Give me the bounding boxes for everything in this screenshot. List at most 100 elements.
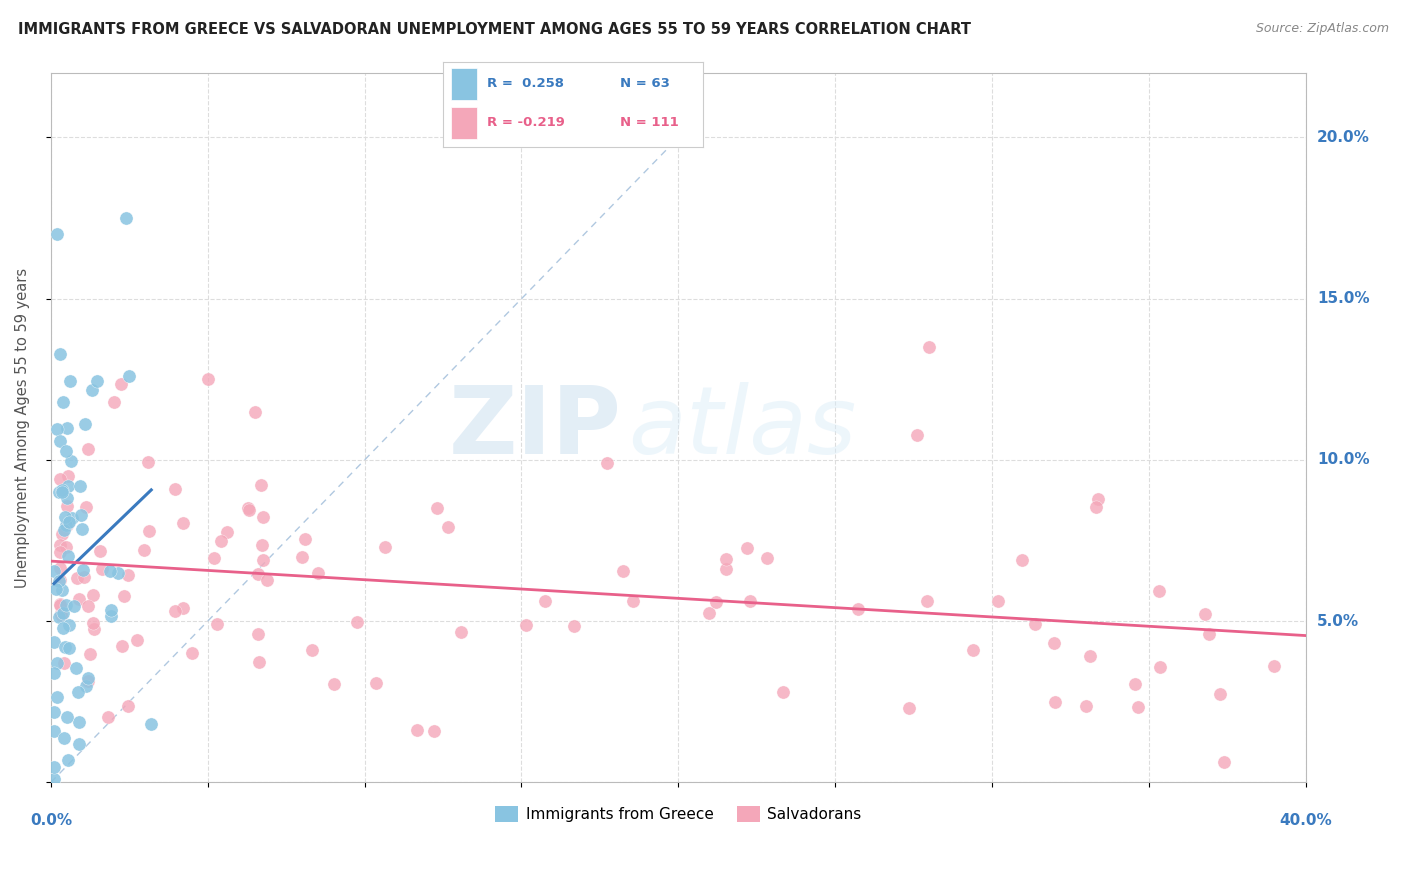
- Salvadorans: [1074, 699, 1097, 714]
- Salvadorans: [79, 647, 101, 661]
- Immigrants from Greece: [42, 772, 65, 786]
- Salvadorans: [83, 622, 105, 636]
- Salvadorans: [252, 553, 274, 567]
- Salvadorans: [53, 656, 76, 670]
- Immigrants from Greece: [55, 518, 77, 533]
- Salvadorans: [181, 646, 204, 660]
- Immigrants from Greece: [53, 640, 76, 654]
- Salvadorans: [217, 525, 239, 540]
- Immigrants from Greece: [67, 737, 90, 751]
- Immigrants from Greece: [51, 622, 73, 636]
- Salvadorans: [163, 604, 186, 618]
- Immigrants from Greece: [58, 617, 80, 632]
- Immigrants from Greece: [70, 522, 93, 536]
- Salvadorans: [56, 469, 79, 483]
- Salvadorans: [436, 519, 458, 533]
- Salvadorans: [252, 538, 274, 552]
- Salvadorans: [236, 501, 259, 516]
- Salvadorans: [56, 518, 79, 533]
- Salvadorans: [756, 551, 779, 566]
- Immigrants from Greece: [45, 657, 67, 671]
- Text: atlas: atlas: [628, 382, 856, 473]
- Immigrants from Greece: [55, 420, 77, 434]
- Immigrants from Greece: [51, 483, 73, 497]
- Salvadorans: [301, 643, 323, 657]
- Salvadorans: [515, 618, 537, 632]
- Salvadorans: [205, 616, 228, 631]
- Salvadorans: [49, 574, 72, 588]
- Salvadorans: [1078, 648, 1101, 663]
- Immigrants from Greece: [55, 710, 77, 724]
- Salvadorans: [562, 619, 585, 633]
- Immigrants from Greece: [46, 227, 69, 242]
- Immigrants from Greece: [69, 508, 91, 523]
- Salvadorans: [252, 510, 274, 524]
- Salvadorans: [346, 615, 368, 629]
- Immigrants from Greece: [55, 444, 77, 458]
- Salvadorans: [256, 573, 278, 587]
- Salvadorans: [1024, 617, 1046, 632]
- Text: R =  0.258: R = 0.258: [486, 77, 564, 90]
- Salvadorans: [1198, 627, 1220, 641]
- Immigrants from Greece: [58, 641, 80, 656]
- Immigrants from Greece: [49, 346, 72, 360]
- Salvadorans: [75, 500, 97, 514]
- Immigrants from Greece: [42, 564, 65, 578]
- Salvadorans: [738, 594, 761, 608]
- Salvadorans: [426, 500, 449, 515]
- Salvadorans: [163, 482, 186, 496]
- Text: IMMIGRANTS FROM GREECE VS SALVADORAN UNEMPLOYMENT AMONG AGES 55 TO 59 YEARS CORR: IMMIGRANTS FROM GREECE VS SALVADORAN UNE…: [18, 22, 972, 37]
- Immigrants from Greece: [69, 479, 91, 493]
- Salvadorans: [56, 499, 79, 513]
- Salvadorans: [138, 524, 160, 538]
- Salvadorans: [49, 538, 72, 552]
- Salvadorans: [49, 472, 72, 486]
- Immigrants from Greece: [49, 434, 72, 448]
- Salvadorans: [704, 594, 727, 608]
- Salvadorans: [364, 676, 387, 690]
- Immigrants from Greece: [98, 564, 121, 578]
- Immigrants from Greece: [58, 516, 80, 530]
- Salvadorans: [49, 544, 72, 558]
- Immigrants from Greece: [52, 606, 75, 620]
- Salvadorans: [172, 601, 194, 615]
- Immigrants from Greece: [66, 685, 89, 699]
- Immigrants from Greece: [80, 383, 103, 397]
- Immigrants from Greece: [42, 760, 65, 774]
- Salvadorans: [621, 594, 644, 608]
- Text: 20.0%: 20.0%: [1317, 130, 1369, 145]
- Salvadorans: [898, 701, 921, 715]
- Salvadorans: [51, 608, 73, 623]
- Salvadorans: [249, 478, 271, 492]
- Immigrants from Greece: [51, 484, 73, 499]
- Immigrants from Greece: [48, 574, 70, 588]
- Immigrants from Greece: [72, 563, 94, 577]
- Salvadorans: [915, 593, 938, 607]
- Immigrants from Greece: [44, 635, 66, 649]
- Salvadorans: [1149, 660, 1171, 674]
- Salvadorans: [97, 710, 120, 724]
- Legend: Immigrants from Greece, Salvadorans: Immigrants from Greece, Salvadorans: [489, 800, 868, 828]
- Bar: [451, 68, 477, 100]
- Salvadorans: [1085, 500, 1108, 514]
- Salvadorans: [125, 633, 148, 648]
- Salvadorans: [423, 724, 446, 739]
- Salvadorans: [1208, 687, 1230, 701]
- Immigrants from Greece: [53, 510, 76, 524]
- Immigrants from Greece: [75, 680, 97, 694]
- Text: 5.0%: 5.0%: [1317, 614, 1360, 629]
- Salvadorans: [714, 562, 737, 576]
- Salvadorans: [111, 639, 134, 653]
- Salvadorans: [77, 442, 100, 456]
- Salvadorans: [697, 606, 720, 620]
- Salvadorans: [612, 564, 634, 578]
- Salvadorans: [134, 542, 156, 557]
- Text: N = 63: N = 63: [620, 77, 669, 90]
- Salvadorans: [1123, 677, 1146, 691]
- Salvadorans: [735, 541, 758, 555]
- Salvadorans: [962, 642, 984, 657]
- Immigrants from Greece: [73, 417, 96, 432]
- Salvadorans: [117, 698, 139, 713]
- Immigrants from Greece: [118, 369, 141, 384]
- Salvadorans: [247, 655, 270, 669]
